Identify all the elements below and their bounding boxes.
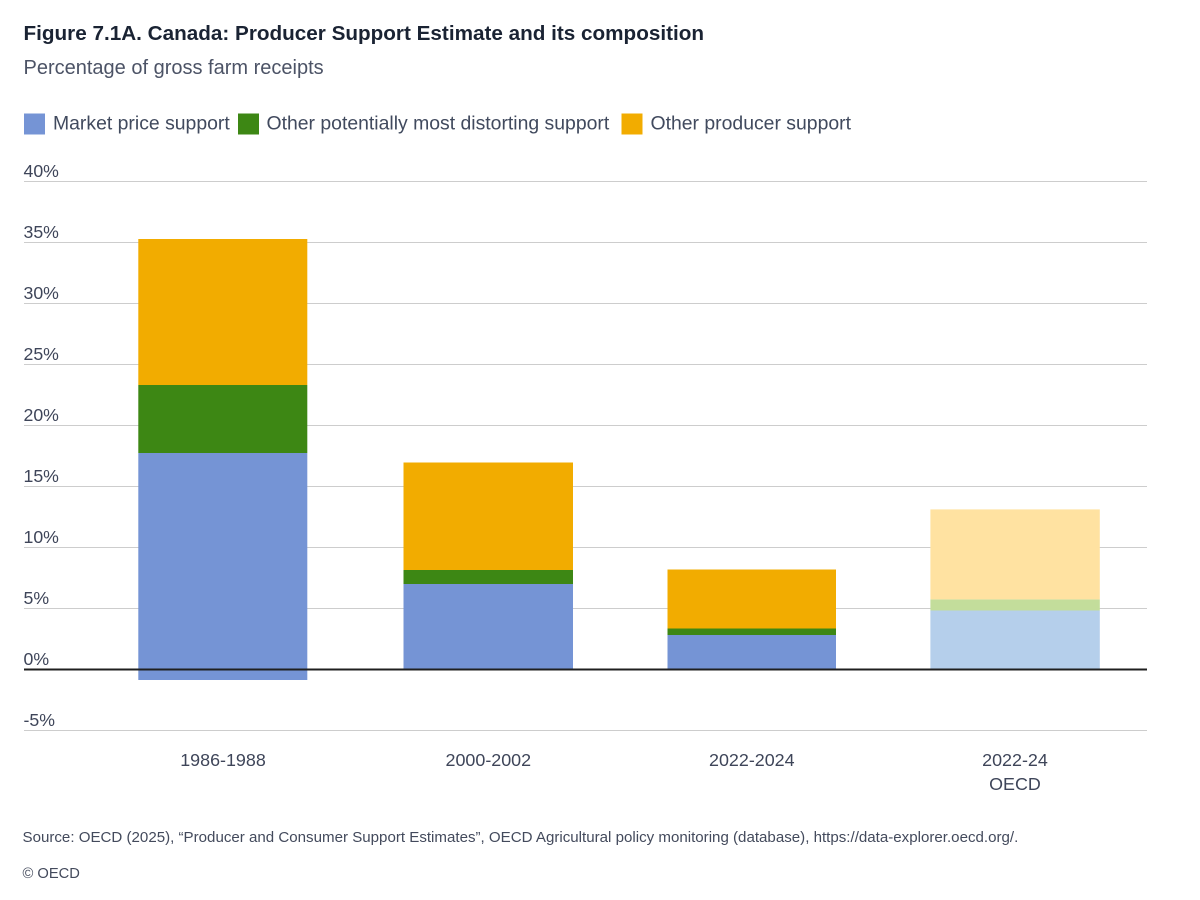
svg-text:Source: OECD (2025), “Producer: Source: OECD (2025), “Producer and Consu… xyxy=(23,829,1019,846)
svg-text:Other potentially most distort: Other potentially most distorting suppor… xyxy=(267,113,610,135)
svg-text:30%: 30% xyxy=(24,283,60,303)
svg-text:20%: 20% xyxy=(24,405,60,425)
svg-text:40%: 40% xyxy=(24,161,60,181)
svg-text:Figure 7.1A. Canada: Producer: Figure 7.1A. Canada: Producer Support Es… xyxy=(24,22,705,45)
svg-text:© OECD: © OECD xyxy=(23,866,80,882)
svg-text:25%: 25% xyxy=(24,344,60,364)
svg-text:15%: 15% xyxy=(24,466,60,486)
svg-text:5%: 5% xyxy=(24,588,50,608)
svg-text:Other producer support: Other producer support xyxy=(651,113,852,135)
svg-text:2000-2002: 2000-2002 xyxy=(446,750,532,770)
svg-text:Market price support: Market price support xyxy=(53,113,230,135)
svg-text:10%: 10% xyxy=(24,527,60,547)
svg-text:35%: 35% xyxy=(24,222,60,242)
svg-text:OECD: OECD xyxy=(989,774,1041,794)
svg-text:2022-2024: 2022-2024 xyxy=(709,750,795,770)
svg-text:1986-1988: 1986-1988 xyxy=(180,750,266,770)
svg-text:-5%: -5% xyxy=(24,710,56,730)
svg-text:Percentage of gross farm recei: Percentage of gross farm receipts xyxy=(24,57,324,79)
svg-text:2022-24: 2022-24 xyxy=(982,750,1048,770)
svg-text:0%: 0% xyxy=(24,649,50,669)
